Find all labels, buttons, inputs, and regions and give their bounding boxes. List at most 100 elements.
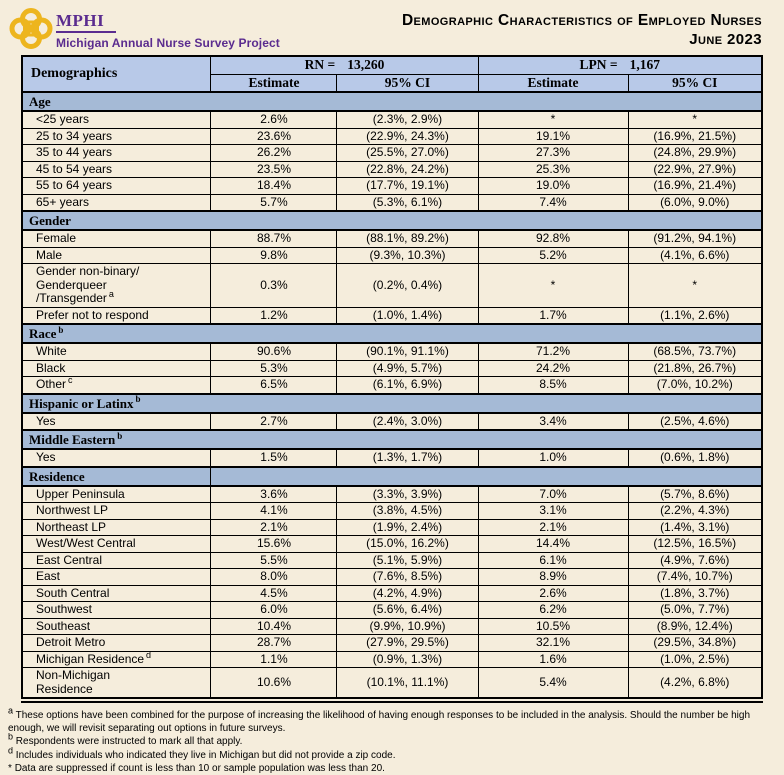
table-row: 45 to 54 years 23.5% (22.8%, 24.2%) 25.3% (2… [21,160,763,178]
rn-estimate-cell: 8.0% [210,568,338,586]
row-label-cell: Female [21,229,212,248]
section-header-fill [210,429,763,450]
rn-ci-cell: (0.9%, 1.3%) [336,650,479,668]
row-label-text: Non-Michigan Residence [35,668,111,696]
table-row: Northeast LP 2.1% (1.9%, 2.4%) 2.1% (1.4%, 3… [21,518,763,536]
lpn-ci-cell: (1.1%, 2.6%) [627,306,763,325]
rn-ci-cell: (10.1%, 11.1%) [336,667,479,701]
row-label-text: Yes [35,413,56,428]
section-header-row: Age [21,91,763,112]
rn-ci-cell: (2.3%, 2.9%) [336,110,479,129]
rn-ci-cell: (9.3%, 10.3%) [336,246,479,264]
row-label-text: White [35,344,67,358]
lpn-estimate-cell: 7.0% [477,485,629,503]
row-label-cell: Other c [21,376,212,394]
row-label-cell: 45 to 54 years [21,160,212,178]
lpn-estimate-cell: 2.6% [477,584,629,602]
row-label-text: 65+ years [35,194,90,209]
footnote-marker: b [58,324,64,335]
row-label-text: Male [35,247,62,262]
section-title: Middle Eastern b [21,429,211,450]
lpn-ci-cell: (5.0%, 7.7%) [627,601,763,619]
table-row: Female 88.7% (88.1%, 89.2%) 92.8% (91.2%, 94… [21,229,763,248]
footnote: * Data are suppressed if count is less t… [8,762,772,775]
row-label-text: Prefer not to respond [35,307,149,322]
footnotes: a These options have been combined for t… [8,706,772,775]
row-label-text: Southwest [35,602,93,616]
lpn-estimate-cell: 71.2% [477,342,629,361]
table-row: Prefer not to respond 1.2% (1.0%, 1.4%) 1.7… [21,306,763,325]
rn-estimate-cell: 23.6% [210,127,338,145]
lpn-ci-cell: (1.4%, 3.1%) [627,518,763,536]
row-label-text: Northeast LP [35,519,107,534]
demographics-header: Demographics [21,55,212,93]
table-row: Yes 1.5% (1.3%, 1.7%) 1.0% (0.6%, 1.8%) [21,448,763,467]
demographics-table: Demographics RN = 13,260 LPN = 1,167 Estim… [20,55,764,703]
row-label-cell: East [21,568,212,586]
rn-estimate-cell: 5.5% [210,551,338,569]
rn-estimate-cell: 10.4% [210,617,338,635]
lpn-ci-cell: (2.5%, 4.6%) [627,412,763,431]
rn-estimate-cell: 3.6% [210,485,338,503]
rn-estimate-cell: 15.6% [210,535,338,553]
rn-ci-cell: (0.2%, 0.4%) [336,263,479,308]
rn-estimate-cell: 10.6% [210,667,338,701]
lpn-ci-cell: * [627,110,763,129]
footnote-marker: b [117,430,123,441]
table-row: Michigan Residence d 1.1% (0.9%, 1.3%) 1.6%(… [21,650,763,668]
section-title: Race b [21,323,211,344]
footnote-text: Respondents were instructed to mark all … [15,736,243,748]
lpn-estimate-cell: 2.1% [477,518,629,536]
rn-ci-cell: (5.6%, 6.4%) [336,601,479,619]
rn-ci-cell: (5.1%, 5.9%) [336,551,479,569]
table-row: Other c 6.5% (6.1%, 6.9%) 8.5% (7.0%, 10.2%) [21,376,763,394]
rn-ci-cell: (3.3%, 3.9%) [336,485,479,503]
lpn-estimate-cell: 1.0% [477,448,629,467]
rn-estimate-cell: 90.6% [210,342,338,361]
lpn-ci-cell: (7.0%, 10.2%) [627,376,763,394]
section-title: Hispanic or Latinx b [21,392,211,414]
section-title-text: Race [28,326,57,341]
lpn-estimate-cell: 32.1% [477,634,629,652]
rn-ci-cell: (1.9%, 2.4%) [336,518,479,536]
table-row: 35 to 44 years 26.2% (25.5%, 27.0%) 27.3% (2… [21,144,763,162]
page: MPHI Michigan Annual Nurse Survey Projec… [8,7,764,774]
rn-estimate-header: Estimate [210,73,338,93]
lpn-ci-header: 95% CI [627,73,763,93]
row-label-cell: Upper Peninsula [21,485,212,503]
table-row: East 8.0% (7.6%, 8.5%) 8.9% (7.4%, 10.7%) [21,568,763,586]
row-label-cell: East Central [21,551,212,569]
row-label-cell: 55 to 64 years [21,177,212,195]
brand: MPHI Michigan Annual Nurse Survey Projec… [8,7,280,51]
section-header-fill [210,91,763,112]
table-row: East Central 5.5% (5.1%, 5.9%) 6.1% (4.9%, 7… [21,551,763,569]
row-label-cell: 35 to 44 years [21,144,212,162]
table-row: Southeast 10.4% (9.9%, 10.9%) 10.5% (8.9%, 1… [21,617,763,635]
section-title-text: Age [28,94,51,109]
rn-ci-cell: (25.5%, 27.0%) [336,144,479,162]
table-row: Gender non-binary/ Genderqueer /Transgen… [21,263,763,308]
table-row: 25 to 34 years 23.6% (22.9%, 24.3%) 19.1% (1… [21,127,763,145]
lpn-group-header: LPN = 1,167 [477,55,763,75]
lpn-ci-cell: (16.9%, 21.4%) [627,177,763,195]
rn-ci-cell: (4.9%, 5.7%) [336,359,479,377]
row-label-cell: Southeast [21,617,212,635]
rn-estimate-cell: 2.1% [210,518,338,536]
rn-estimate-cell: 0.3% [210,263,338,308]
rn-ci-cell: (2.4%, 3.0%) [336,412,479,431]
org-name: MPHI [56,12,117,33]
rn-estimate-cell: 88.7% [210,229,338,248]
row-label-cell: 25 to 34 years [21,127,212,145]
rn-ci-cell: (1.0%, 1.4%) [336,306,479,325]
rn-ci-cell: (9.9%, 10.9%) [336,617,479,635]
section-title: Gender [21,210,211,231]
row-label-text: Detroit Metro [35,635,106,649]
table-body: Age <25 years 2.6% (2.3%, 2.9%) * * 25 to 34 y… [21,91,763,701]
section-title-text: Gender [28,213,71,228]
brand-text: MPHI Michigan Annual Nurse Survey Projec… [56,12,280,50]
table-row: 65+ years 5.7% (5.3%, 6.1%) 7.4% (6.0%, 9.0%… [21,193,763,212]
rn-estimate-cell: 18.4% [210,177,338,195]
lpn-ci-cell: (4.1%, 6.6%) [627,246,763,264]
row-label-text: 45 to 54 years [35,161,113,176]
row-label-text: Gender non-binary/ Genderqueer /Transgen… [35,264,140,305]
